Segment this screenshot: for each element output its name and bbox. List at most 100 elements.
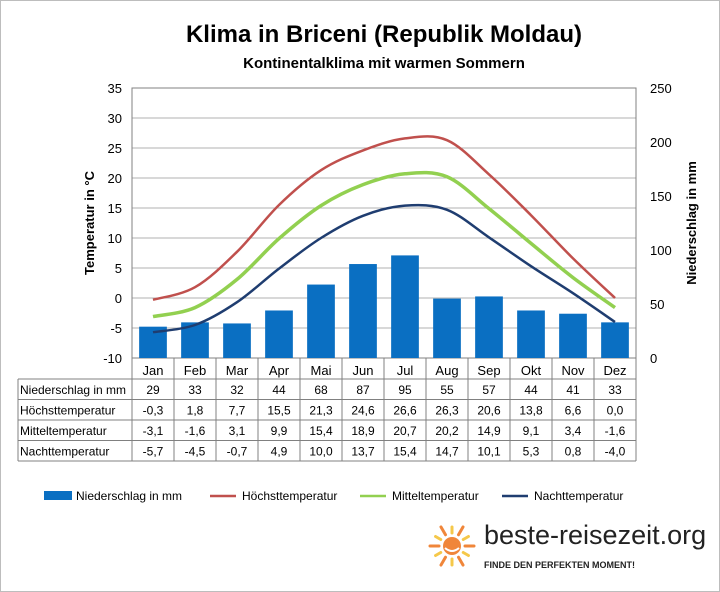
table-cell: 15,4 xyxy=(393,445,417,459)
table-cell: -1,6 xyxy=(605,424,626,438)
y-tick-right: 50 xyxy=(650,297,664,312)
table-cell: 0,0 xyxy=(607,404,624,418)
brand-slogan: FINDE DEN PERFEKTEN MOMENT! xyxy=(484,560,636,570)
table-cell: -4,5 xyxy=(185,445,206,459)
bar-precip xyxy=(391,255,419,358)
sun-icon xyxy=(428,525,476,567)
bar-precip xyxy=(223,323,251,358)
table-cell: 13,7 xyxy=(351,445,375,459)
sun-ray xyxy=(439,555,447,567)
table-cell: 10,0 xyxy=(309,445,333,459)
table-cell: 33 xyxy=(188,383,202,397)
table-cell: 9,1 xyxy=(523,424,540,438)
table-row-header: Niederschlag in mm xyxy=(20,383,126,397)
y-tick-left: -5 xyxy=(110,321,122,336)
table-cell: -3,1 xyxy=(143,424,164,438)
table-cell: 14,7 xyxy=(435,445,459,459)
table-cell: 41 xyxy=(566,383,580,397)
table-cell: -0,7 xyxy=(227,445,248,459)
y-tick-left: -10 xyxy=(103,351,122,366)
x-tick-label: Mai xyxy=(311,363,332,378)
bar-precip xyxy=(475,296,503,358)
sun-ray xyxy=(461,551,470,557)
table-cell: 20,2 xyxy=(435,424,459,438)
table-cell: 32 xyxy=(230,383,244,397)
table-cell: -4,0 xyxy=(605,445,626,459)
table-cell: 7,7 xyxy=(229,404,246,418)
table-cell: 26,6 xyxy=(393,404,417,418)
branding: beste-reisezeit.org FINDE DEN PERFEKTEN … xyxy=(428,518,714,580)
y-tick-left: 0 xyxy=(115,291,122,306)
bar-precip xyxy=(517,310,545,358)
table-cell: 24,6 xyxy=(351,404,375,418)
table-cell: 57 xyxy=(482,383,496,397)
bar-precip xyxy=(601,322,629,358)
y-axis-title-right: Niederschlag in mm xyxy=(684,161,699,285)
table-cell: 4,9 xyxy=(271,445,288,459)
brand-name[interactable]: beste-reisezeit.org xyxy=(484,520,707,550)
y-tick-right: 0 xyxy=(650,351,657,366)
x-tick-label: Apr xyxy=(269,363,290,378)
table-cell: 33 xyxy=(608,383,622,397)
y-tick-right: 100 xyxy=(650,243,672,258)
x-tick-label: Dez xyxy=(603,363,626,378)
bar-precip xyxy=(433,298,461,358)
x-tick-label: Sep xyxy=(477,363,500,378)
table-cell: 14,9 xyxy=(477,424,501,438)
table-cell: 18,9 xyxy=(351,424,375,438)
x-tick-label: Okt xyxy=(521,363,542,378)
table-row-header: Höchsttemperatur xyxy=(20,404,115,418)
table-cell: -5,7 xyxy=(143,445,164,459)
sun-ray xyxy=(457,555,465,567)
table-cell: -0,3 xyxy=(143,404,164,418)
x-tick-label: Jul xyxy=(397,363,414,378)
x-tick-label: Feb xyxy=(184,363,206,378)
table-cell: 6,6 xyxy=(565,404,582,418)
table-cell: 26,3 xyxy=(435,404,459,418)
table-cell: 3,1 xyxy=(229,424,246,438)
x-tick-label: Mar xyxy=(226,363,249,378)
table-row-header: Mitteltemperatur xyxy=(20,424,107,438)
x-tick-label: Jun xyxy=(353,363,374,378)
bar-precip xyxy=(559,313,587,358)
table-cell: 44 xyxy=(272,383,286,397)
y-tick-left: 35 xyxy=(108,81,122,96)
x-tick-label: Jan xyxy=(143,363,164,378)
sun-ray xyxy=(457,525,465,537)
line-high-temp xyxy=(152,135,616,302)
y-tick-left: 15 xyxy=(108,201,122,216)
table-cell: 68 xyxy=(314,383,328,397)
table-cell: 0,8 xyxy=(565,445,582,459)
y-tick-left: 10 xyxy=(108,231,122,246)
y-tick-right: 200 xyxy=(650,135,672,150)
y-tick-right: 250 xyxy=(650,81,672,96)
chart-subtitle: Kontinentalklima mit warmen Sommern xyxy=(243,55,525,72)
y-tick-left: 25 xyxy=(108,141,122,156)
sun-ray xyxy=(439,525,447,537)
y-tick-right: 150 xyxy=(650,189,672,204)
y-tick-left: 30 xyxy=(108,111,122,126)
bar-precip xyxy=(307,284,335,358)
table-cell: 5,3 xyxy=(523,445,540,459)
table-cell: 29 xyxy=(146,383,160,397)
table-row-header: Nachttemperatur xyxy=(20,445,109,459)
table-cell: 15,5 xyxy=(267,404,291,418)
sun-ray xyxy=(434,535,443,541)
x-tick-label: Aug xyxy=(435,363,458,378)
line-mean-temp xyxy=(152,170,617,319)
bar-precip xyxy=(349,264,377,358)
legend-label: Niederschlag in mm xyxy=(76,489,182,503)
table-cell: -1,6 xyxy=(185,424,206,438)
table-cell: 95 xyxy=(398,383,412,397)
table-cell: 20,7 xyxy=(393,424,417,438)
sun-ray xyxy=(434,551,443,557)
table-cell: 44 xyxy=(524,383,538,397)
table-cell: 3,4 xyxy=(565,424,582,438)
line-night-temp xyxy=(152,203,616,334)
table-cell: 15,4 xyxy=(309,424,333,438)
legend-label: Mitteltemperatur xyxy=(392,489,479,503)
y-axis-title-left: Temperatur in °C xyxy=(82,170,97,275)
sun-ray xyxy=(461,535,470,541)
table-cell: 87 xyxy=(356,383,370,397)
